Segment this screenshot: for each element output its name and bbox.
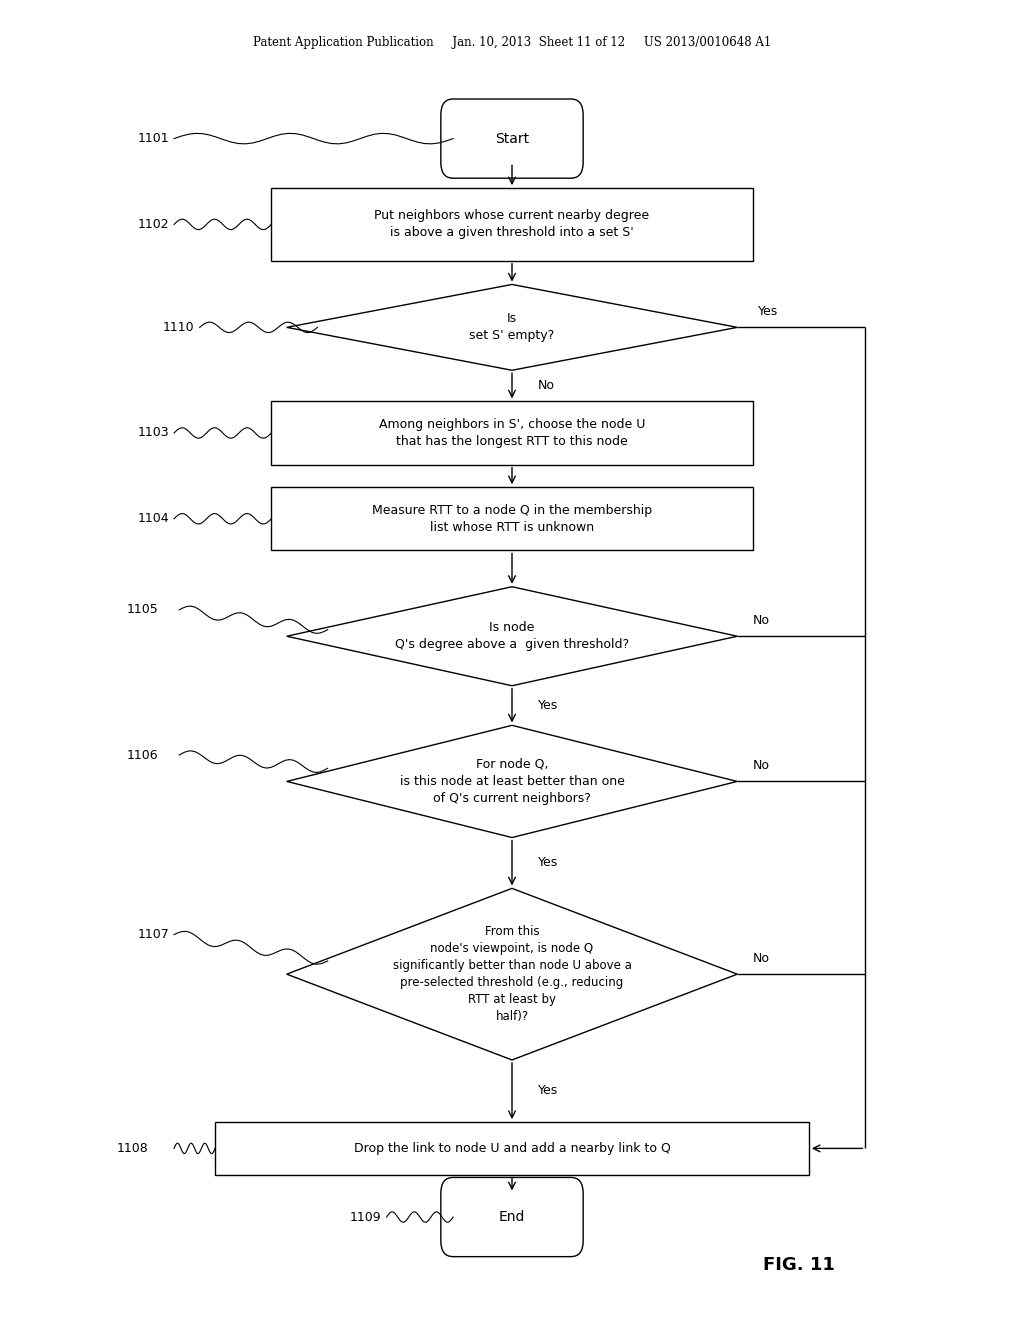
Text: FIG. 11: FIG. 11 bbox=[763, 1255, 835, 1274]
Polygon shape bbox=[287, 726, 737, 838]
FancyBboxPatch shape bbox=[440, 1177, 584, 1257]
Text: 1108: 1108 bbox=[117, 1142, 148, 1155]
Text: For node Q,
is this node at least better than one
of Q's current neighbors?: For node Q, is this node at least better… bbox=[399, 758, 625, 805]
Text: 1105: 1105 bbox=[127, 603, 159, 616]
Text: 1101: 1101 bbox=[137, 132, 169, 145]
Text: 1104: 1104 bbox=[137, 512, 169, 525]
Text: Is
set S' empty?: Is set S' empty? bbox=[469, 313, 555, 342]
Text: Yes: Yes bbox=[758, 305, 778, 318]
Text: No: No bbox=[538, 379, 555, 392]
FancyBboxPatch shape bbox=[271, 401, 753, 465]
Text: Yes: Yes bbox=[538, 857, 558, 870]
Text: Yes: Yes bbox=[538, 700, 558, 711]
Text: Among neighbors in S', choose the node U
that has the longest RTT to this node: Among neighbors in S', choose the node U… bbox=[379, 418, 645, 447]
Text: No: No bbox=[753, 759, 770, 772]
Text: 1109: 1109 bbox=[350, 1210, 381, 1224]
FancyBboxPatch shape bbox=[271, 487, 753, 550]
Polygon shape bbox=[287, 586, 737, 685]
FancyBboxPatch shape bbox=[271, 187, 753, 261]
Text: 1103: 1103 bbox=[137, 426, 169, 440]
Text: Measure RTT to a node Q in the membership
list whose RTT is unknown: Measure RTT to a node Q in the membershi… bbox=[372, 504, 652, 533]
Text: Put neighbors whose current nearby degree
is above a given threshold into a set : Put neighbors whose current nearby degre… bbox=[375, 210, 649, 239]
Text: Drop the link to node U and add a nearby link to Q: Drop the link to node U and add a nearby… bbox=[353, 1142, 671, 1155]
Text: 1110: 1110 bbox=[163, 321, 195, 334]
Text: Yes: Yes bbox=[538, 1085, 558, 1097]
Text: 1107: 1107 bbox=[137, 928, 169, 941]
FancyBboxPatch shape bbox=[440, 99, 584, 178]
Text: From this
node's viewpoint, is node Q
significantly better than node U above a
p: From this node's viewpoint, is node Q si… bbox=[392, 925, 632, 1023]
Text: Patent Application Publication     Jan. 10, 2013  Sheet 11 of 12     US 2013/001: Patent Application Publication Jan. 10, … bbox=[253, 36, 771, 49]
Text: No: No bbox=[753, 614, 770, 627]
Text: 1106: 1106 bbox=[127, 748, 159, 762]
Polygon shape bbox=[287, 888, 737, 1060]
Text: 1102: 1102 bbox=[137, 218, 169, 231]
Text: End: End bbox=[499, 1210, 525, 1224]
Polygon shape bbox=[287, 285, 737, 370]
Text: No: No bbox=[753, 952, 770, 965]
Text: Start: Start bbox=[495, 132, 529, 145]
Text: Is node
Q's degree above a  given threshold?: Is node Q's degree above a given thresho… bbox=[395, 622, 629, 651]
FancyBboxPatch shape bbox=[215, 1122, 809, 1175]
